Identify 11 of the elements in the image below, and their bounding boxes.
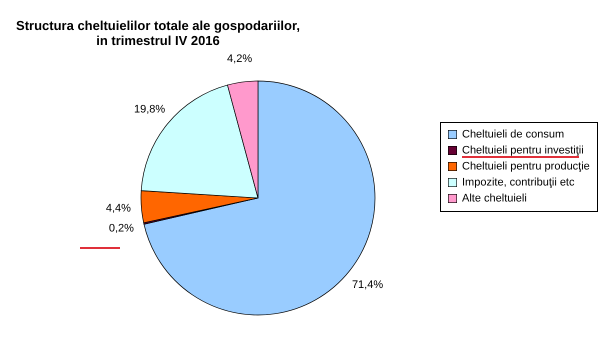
data-label: 0,2% xyxy=(108,222,134,235)
legend-label: Impozite, contribuţii etc xyxy=(462,176,575,188)
chart-title: Structura cheltuielilor totale ale gospodariilor, in trimestrul IV 2016 xyxy=(16,18,300,48)
data-label: 19,8% xyxy=(134,103,166,116)
data-label: 4,2% xyxy=(227,53,252,66)
data-label: 4,4% xyxy=(106,202,132,215)
legend-label: Alte cheltuieli xyxy=(462,192,527,204)
legend-label: Cheltuieli de consum xyxy=(462,128,564,140)
data-label: 71,4% xyxy=(352,279,384,292)
legend-label: Cheltuieli pentru investiţii xyxy=(462,144,584,156)
legend-label: Cheltuieli pentru producţie xyxy=(462,160,590,172)
